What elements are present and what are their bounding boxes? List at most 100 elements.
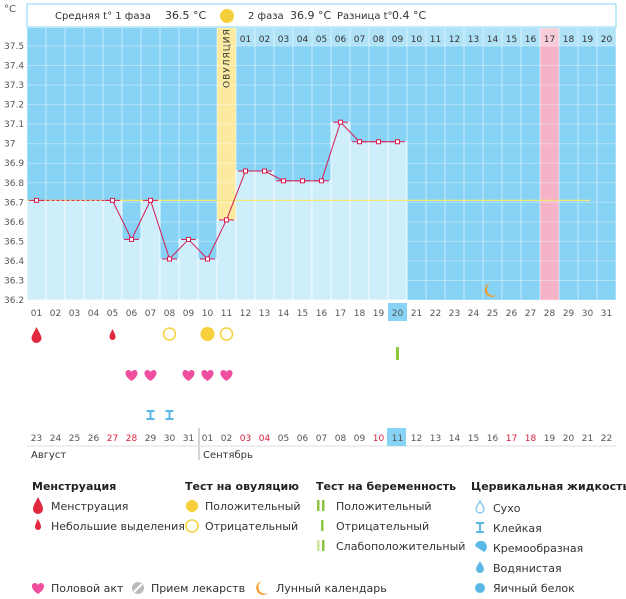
temperature-bar bbox=[349, 141, 370, 301]
y-tick-label: 37.5 bbox=[4, 42, 24, 52]
diff-label: Разница t° bbox=[337, 11, 393, 22]
calendar-date: 15 bbox=[468, 434, 479, 444]
calendar-date: 07 bbox=[316, 434, 327, 444]
calendar-date: 03 bbox=[240, 434, 251, 444]
top-day-number: 04 bbox=[297, 35, 309, 45]
calendar-date: 21 bbox=[582, 434, 593, 444]
cycle-day-number: 22 bbox=[430, 309, 441, 319]
small-drop-icon bbox=[109, 329, 116, 340]
small-drop-icon bbox=[35, 519, 41, 530]
preg-negative-icon bbox=[321, 520, 324, 531]
top-day-number: 17 bbox=[544, 35, 555, 45]
temperature-bar bbox=[254, 170, 275, 301]
legend-medication: Прием лекарств bbox=[151, 582, 245, 595]
temperature-point bbox=[395, 139, 400, 145]
temperature-point bbox=[338, 119, 343, 125]
dry-drop-icon bbox=[475, 499, 485, 514]
cycle-day-number: 13 bbox=[259, 309, 270, 319]
top-day-number: 09 bbox=[392, 35, 404, 45]
legend-dry: Сухо bbox=[493, 502, 521, 515]
legend-menstruation: Менструация bbox=[51, 500, 128, 513]
legend-moon: Лунный календарь bbox=[276, 582, 387, 595]
month-august: Август bbox=[31, 450, 66, 461]
preg-positive-icon bbox=[317, 500, 325, 511]
cycle-day-number: 14 bbox=[278, 309, 290, 319]
legend-ov-positive: Положительный bbox=[205, 500, 301, 513]
calendar-date: 23 bbox=[31, 434, 42, 444]
cycle-day-number: 08 bbox=[164, 309, 176, 319]
legend-preg-weak: Слабоположительный bbox=[336, 540, 465, 553]
cycle-day-number: 24 bbox=[468, 309, 480, 319]
calendar-date: 09 bbox=[354, 434, 366, 444]
temperature-bar bbox=[273, 180, 294, 301]
temperature-point bbox=[110, 197, 115, 203]
temperature-bar bbox=[45, 200, 66, 301]
calendar-date: 30 bbox=[164, 434, 176, 444]
ovulation-label: ОВУЛЯЦИЯ bbox=[223, 28, 233, 88]
heart-icon bbox=[125, 370, 138, 381]
calendar-date: 13 bbox=[430, 434, 441, 444]
legend-preg-positive: Положительный bbox=[336, 500, 432, 513]
legend-ovulation-test-title: Тест на овуляцию bbox=[185, 480, 299, 493]
legend-light-bleeding: Небольшие выделения bbox=[51, 520, 185, 533]
cycle-day-number: 23 bbox=[449, 309, 460, 319]
temperature-point bbox=[281, 178, 286, 184]
cycle-day-number: 03 bbox=[69, 309, 80, 319]
calendar-date: 19 bbox=[544, 434, 556, 444]
y-tick-label: 36.5 bbox=[4, 237, 24, 247]
legend-creamy: Кремообразная bbox=[493, 542, 583, 555]
legend-intercourse: Половой акт bbox=[51, 582, 124, 595]
cycle-day-number: 31 bbox=[601, 309, 612, 319]
creamy-icon bbox=[475, 540, 487, 552]
sticky-icon bbox=[165, 410, 174, 412]
temperature-point bbox=[376, 139, 381, 145]
sticky-icon bbox=[168, 412, 171, 418]
cycle-day-number: 26 bbox=[506, 309, 518, 319]
temperature-point bbox=[148, 197, 153, 203]
cycle-day-number: 30 bbox=[582, 309, 594, 319]
calendar-date: 14 bbox=[449, 434, 461, 444]
y-tick-label: 37.4 bbox=[4, 62, 24, 72]
top-day-number: 20 bbox=[601, 35, 613, 45]
moon-icon bbox=[484, 283, 497, 297]
header-bar bbox=[26, 3, 617, 28]
cycle-day-number: 10 bbox=[202, 309, 214, 319]
cycle-day-number: 09 bbox=[183, 309, 195, 319]
sticky-icon bbox=[146, 410, 155, 412]
calendar-date: 08 bbox=[335, 434, 347, 444]
temperature-bar bbox=[159, 258, 180, 301]
sticky-icon bbox=[146, 418, 155, 420]
negative-test-icon bbox=[162, 327, 177, 341]
y-tick-label: 36.6 bbox=[4, 218, 24, 228]
legend-egg-white: Яичный белок bbox=[493, 582, 575, 595]
heart-icon bbox=[144, 370, 157, 381]
temperature-point bbox=[129, 236, 134, 242]
temperature-point bbox=[167, 256, 172, 262]
temperature-bar bbox=[83, 200, 104, 301]
month-september: Сентябрь bbox=[203, 450, 253, 461]
temperature-line bbox=[112, 121, 398, 260]
today-cycle-highlight bbox=[388, 303, 407, 321]
y-tick-label: 37.3 bbox=[4, 81, 24, 91]
calendar-date: 31 bbox=[183, 434, 194, 444]
calendar-date: 18 bbox=[525, 434, 537, 444]
top-day-number: 18 bbox=[563, 35, 575, 45]
calendar-date: 29 bbox=[145, 434, 157, 444]
calendar-date: 26 bbox=[88, 434, 100, 444]
cycle-day-number: 15 bbox=[297, 309, 308, 319]
top-day-number: 05 bbox=[316, 35, 327, 45]
temperature-bar bbox=[64, 200, 85, 301]
cycle-day-number: 16 bbox=[316, 309, 328, 319]
legend-cervical-title: Цервикальная жидкость bbox=[471, 480, 626, 493]
cycle-day-number: 01 bbox=[31, 309, 42, 319]
temperature-bar bbox=[387, 141, 408, 301]
today-date-highlight bbox=[387, 428, 406, 446]
top-day-number: 19 bbox=[582, 35, 594, 45]
temperature-bar bbox=[140, 200, 161, 301]
y-tick-label: 37.2 bbox=[4, 101, 24, 111]
calendar-date: 11 bbox=[392, 434, 403, 444]
highlight-day-column bbox=[540, 28, 559, 300]
sticky-icon bbox=[165, 418, 174, 420]
cycle-day-number: 07 bbox=[145, 309, 156, 319]
